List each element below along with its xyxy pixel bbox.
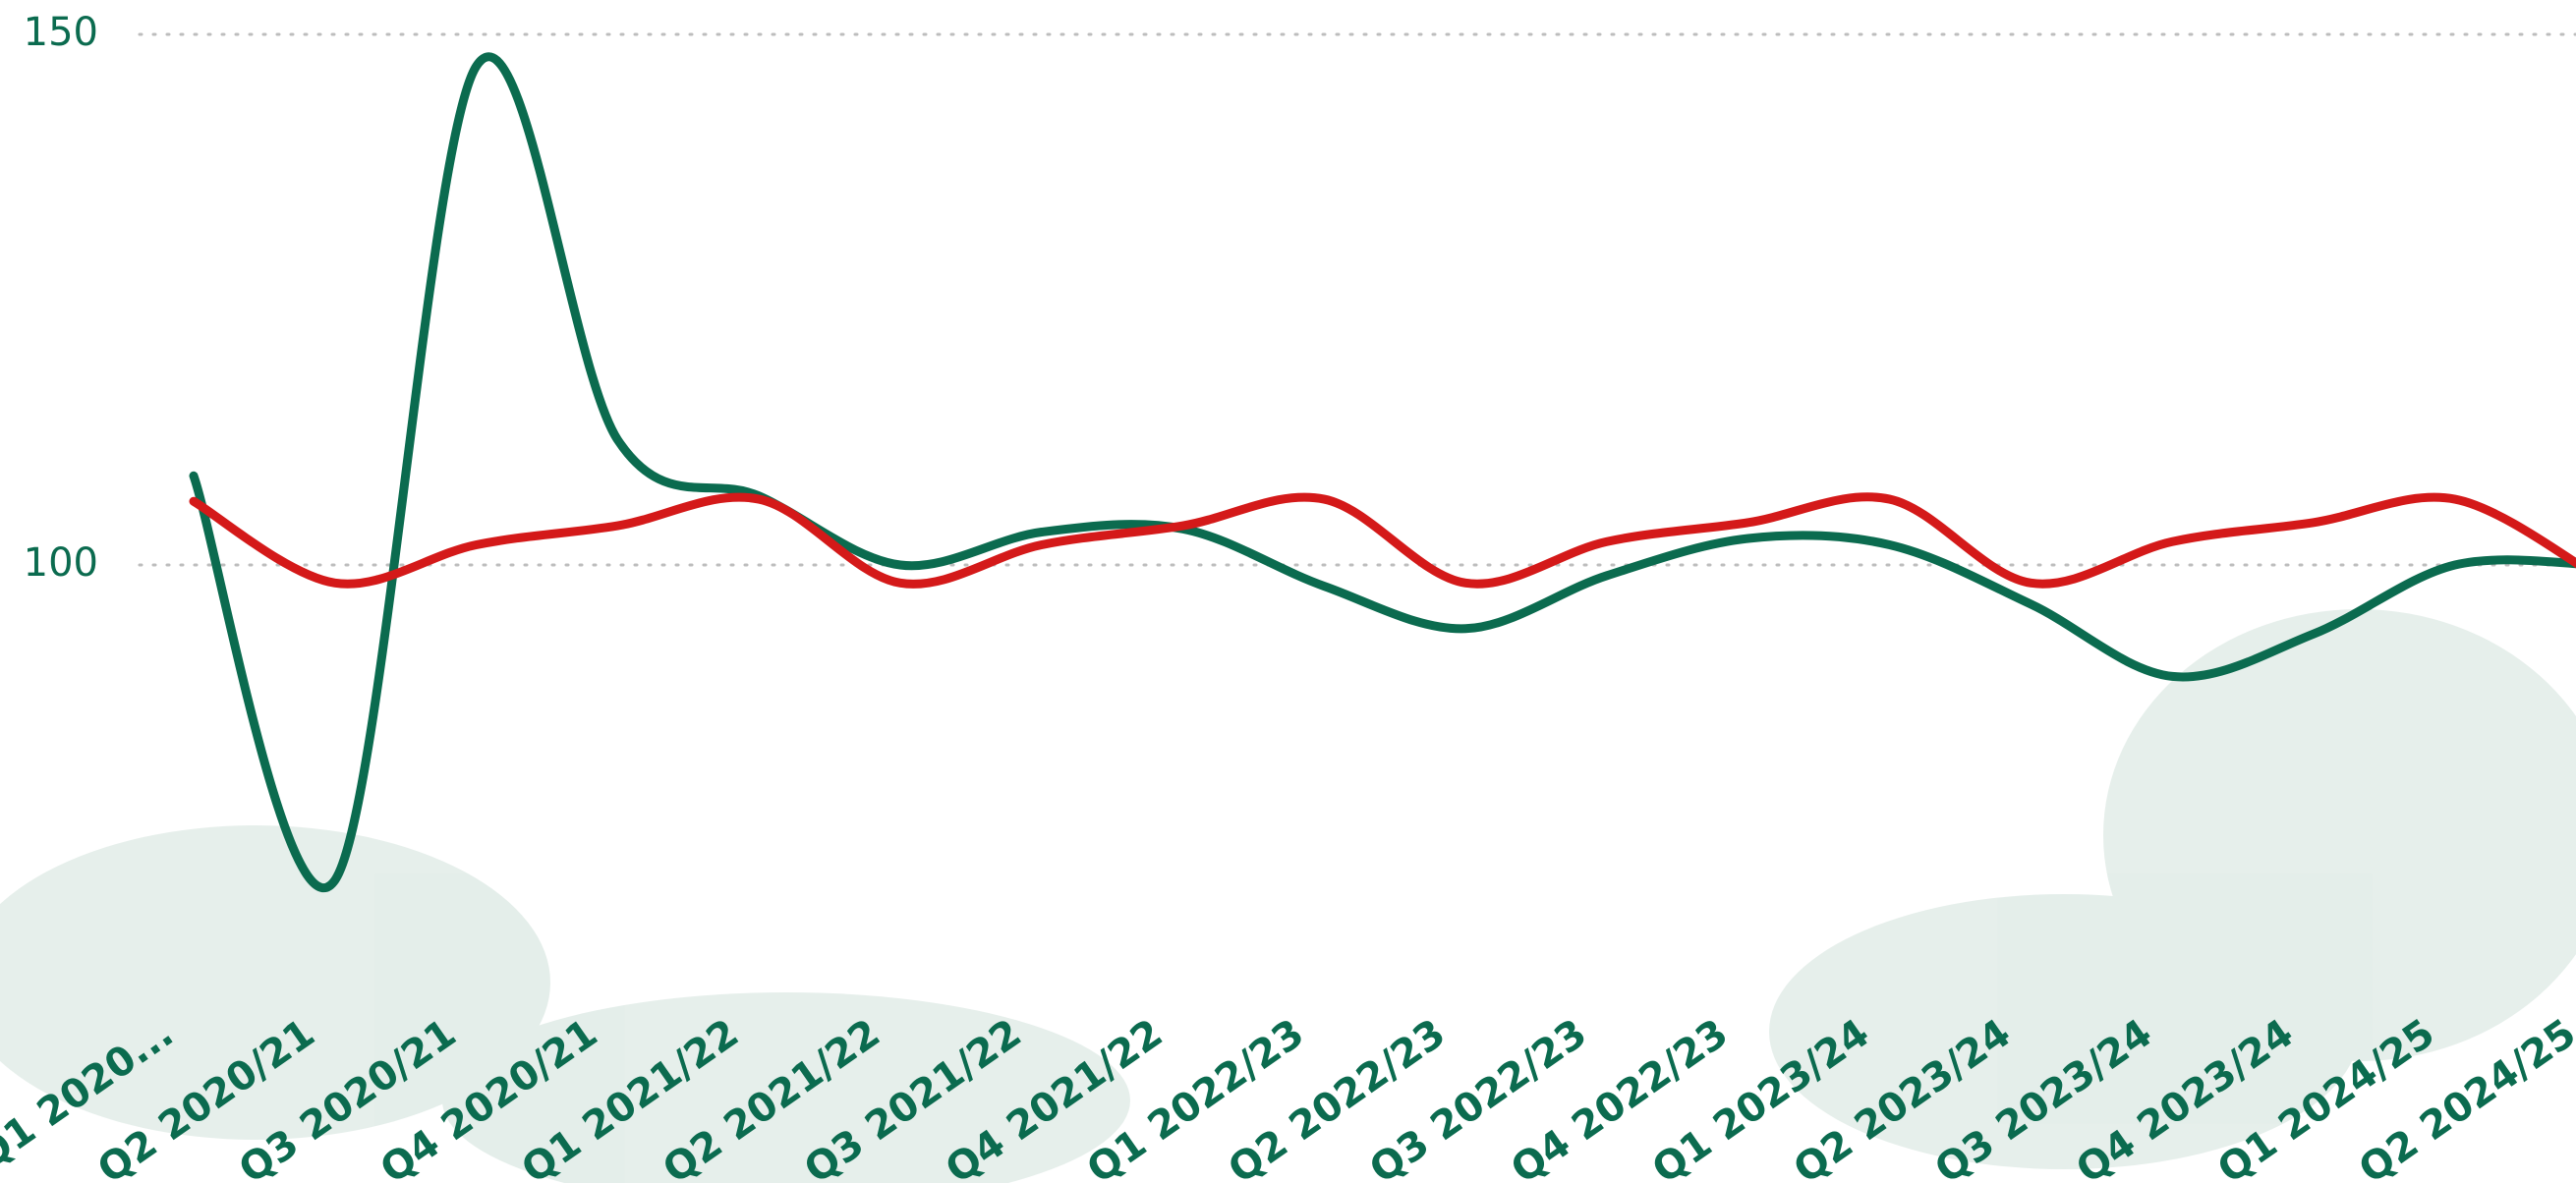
background-decoration (0, 609, 2576, 1183)
series-line (189, 52, 2576, 892)
y-tick-label: 150 (24, 10, 98, 55)
y-tick-label: 100 (24, 540, 98, 586)
series-line (189, 492, 2576, 589)
